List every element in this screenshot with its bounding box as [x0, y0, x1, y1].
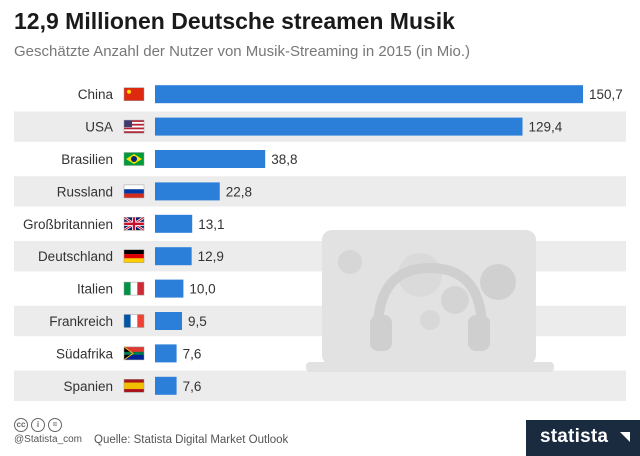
- chart-title: 12,9 Millionen Deutsche streamen Musik: [14, 8, 455, 34]
- attribution-icon: i: [31, 418, 45, 432]
- value-label: 10,0: [189, 282, 215, 297]
- category-label: Deutschland: [38, 249, 113, 264]
- category-label: Spanien: [63, 379, 113, 394]
- category-label: Russland: [57, 184, 113, 199]
- bar: [155, 214, 193, 233]
- cc-icon: cc: [14, 418, 28, 432]
- bar: [155, 117, 523, 136]
- footer-handle: @Statista_com: [14, 434, 82, 445]
- logo-flag-icon: [620, 432, 630, 442]
- value-label: 12,9: [198, 249, 224, 264]
- brazil-flag-icon: [123, 152, 145, 166]
- value-label: 13,1: [198, 217, 224, 232]
- bar: [155, 344, 177, 363]
- category-label: USA: [85, 120, 113, 135]
- statista-logo[interactable]: statista: [526, 420, 640, 456]
- footer-license: cc i = @Statista_com: [14, 418, 82, 445]
- category-label: China: [78, 87, 114, 102]
- bar: [155, 85, 583, 104]
- value-label: 22,8: [226, 184, 252, 199]
- italy-flag-icon: [123, 281, 145, 296]
- value-label: 150,7: [589, 87, 623, 102]
- usa-flag-icon: [123, 119, 145, 134]
- bar: [155, 279, 184, 298]
- bar-chart: China 150,7 USA 129,4 Brasilien 38,8 Russland 2…: [14, 85, 626, 401]
- source-note: Quelle: Statista Digital Market Outlook: [94, 434, 289, 446]
- laptop-music-illustration: [306, 230, 554, 372]
- value-label: 38,8: [271, 152, 297, 167]
- value-label: 7,6: [183, 346, 202, 361]
- china-flag-icon: [123, 87, 145, 101]
- france-flag-icon: [123, 314, 145, 328]
- category-label: Brasilien: [61, 152, 113, 167]
- category-label: Großbritannien: [23, 217, 113, 232]
- uk-flag-icon: [123, 216, 145, 232]
- row-background: [14, 370, 626, 401]
- chart-subtitle: Geschätzte Anzahl der Nutzer von Musik-S…: [14, 43, 471, 60]
- south-africa-flag-icon: [123, 346, 145, 361]
- bar: [155, 312, 182, 330]
- row-background: [14, 176, 626, 207]
- russia-flag-icon: [123, 184, 145, 199]
- category-label: Frankreich: [49, 314, 113, 329]
- category-label: Südafrika: [56, 346, 114, 361]
- value-label: 129,4: [529, 120, 563, 135]
- category-label: Italien: [77, 282, 113, 297]
- bar: [155, 182, 220, 201]
- bar: [155, 247, 192, 266]
- spain-flag-icon: [123, 379, 145, 393]
- bar: [155, 150, 266, 168]
- value-label: 7,6: [183, 379, 202, 394]
- no-derivatives-icon: =: [48, 418, 62, 432]
- logo-text: statista: [540, 426, 609, 447]
- value-label: 9,5: [188, 314, 207, 329]
- germany-flag-icon: [123, 249, 145, 263]
- bar: [155, 376, 177, 395]
